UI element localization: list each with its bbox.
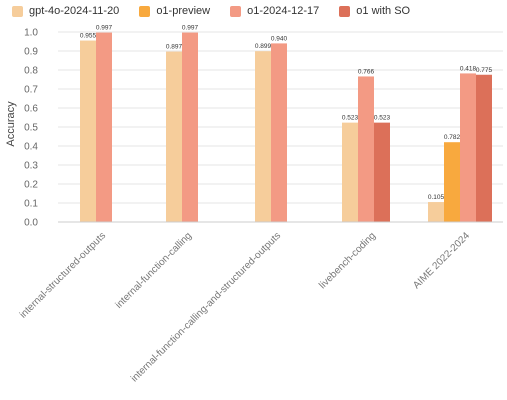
bar-gpt-4o-2024-11-20-AIME 2022-2024 (428, 202, 444, 222)
bar-o1-2024-12-17-internal-function-calling (182, 32, 198, 222)
legend: gpt-4o-2024-11-20 o1-preview o1-2024-12-… (12, 3, 430, 19)
bar-o1 with SO-AIME 2022-2024 (476, 74, 492, 222)
bar-o1-2024-12-17-internal-structured-outputs (96, 32, 112, 222)
y-tick-label: 0.1 (24, 199, 38, 210)
data-label: 0.899 (255, 43, 272, 50)
data-label: 0.523 (374, 115, 391, 122)
x-axis: internal-structured-outputs internal-func… (18, 221, 503, 384)
data-label: 0.105 (428, 194, 445, 201)
bar-gpt-4o-2024-11-20-internal-function-calling-and-structured-outputs (255, 51, 271, 222)
bar-gpt-4o-2024-11-20-livebench-coding (342, 122, 358, 222)
y-tick-label: 1.0 (24, 28, 38, 39)
y-tick-label: 0.6 (24, 104, 38, 115)
data-label: 0.766 (358, 68, 375, 75)
data-label: 0.897 (166, 44, 183, 51)
data-label: 0.997 (96, 25, 113, 32)
legend-swatch-gpt-4o (12, 5, 23, 17)
bar-o1-preview-AIME 2022-2024 (444, 142, 460, 222)
data-label: 0.782 (444, 134, 461, 141)
data-label: 0.775 (476, 67, 493, 74)
y-axis: 0.0 0.1 0.2 0.3 0.4 0.5 0.6 0.7 0.8 0.9 1.0 (24, 28, 38, 229)
legend-swatch-o1-preview (139, 5, 151, 17)
bar-o1 with SO-livebench-coding (374, 122, 390, 222)
bars: 0.9550.9970.8970.9970.8990.9400.5230.766… (80, 25, 493, 223)
y-tick-label: 0.5 (24, 123, 38, 134)
legend-label-gpt-4o: gpt-4o-2024-11-20 (29, 5, 120, 17)
x-tick-label: internal-function-calling (114, 230, 194, 310)
y-tick-label: 0.8 (24, 66, 38, 77)
bar-gpt-4o-2024-11-20-internal-function-calling (166, 51, 182, 222)
y-tick-label: 0.9 (24, 47, 38, 58)
data-label: 0.997 (182, 25, 199, 32)
data-label: 0.418 (460, 65, 477, 72)
x-tick-label: internal-structured-outputs (18, 230, 108, 320)
legend-swatch-o1-with-so (339, 5, 351, 17)
bar-o1-2024-12-17-livebench-coding (358, 76, 374, 223)
y-tick-label: 0.7 (24, 85, 38, 96)
legend-label-o1-preview: o1-preview (156, 5, 211, 17)
legend-item-o1-with-so[interactable]: o1 with SO (339, 5, 410, 17)
x-tick-label: AIME 2022-2024 (411, 230, 472, 291)
bar-o1-2024-12-17-internal-function-calling-and-structured-outputs (271, 43, 287, 223)
x-tick-label: livebench-coding (317, 230, 378, 291)
data-label: 0.940 (271, 35, 288, 42)
y-tick-label: 0.2 (24, 180, 38, 191)
legend-item-gpt-4o[interactable]: gpt-4o-2024-11-20 (12, 5, 119, 17)
y-tick-label: 0.3 (24, 161, 38, 172)
legend-swatch-o1 (230, 5, 242, 17)
bar-o1-2024-12-17-AIME 2022-2024 (460, 73, 476, 222)
legend-label-o1-with-so: o1 with SO (356, 5, 411, 17)
data-label: 0.523 (342, 115, 359, 122)
legend-item-o1-preview[interactable]: o1-preview (139, 5, 210, 17)
x-tick-label: internal-function-calling-and-structured… (129, 230, 283, 384)
data-label: 0.955 (80, 33, 97, 40)
legend-item-o1[interactable]: o1-2024-12-17 (230, 5, 319, 17)
legend-label-o1: o1-2024-12-17 (247, 5, 320, 17)
bar-gpt-4o-2024-11-20-internal-structured-outputs (80, 40, 96, 222)
y-axis-label: Accuracy (5, 101, 17, 147)
y-tick-label: 0.4 (24, 142, 38, 153)
y-tick-label: 0.0 (24, 218, 38, 229)
